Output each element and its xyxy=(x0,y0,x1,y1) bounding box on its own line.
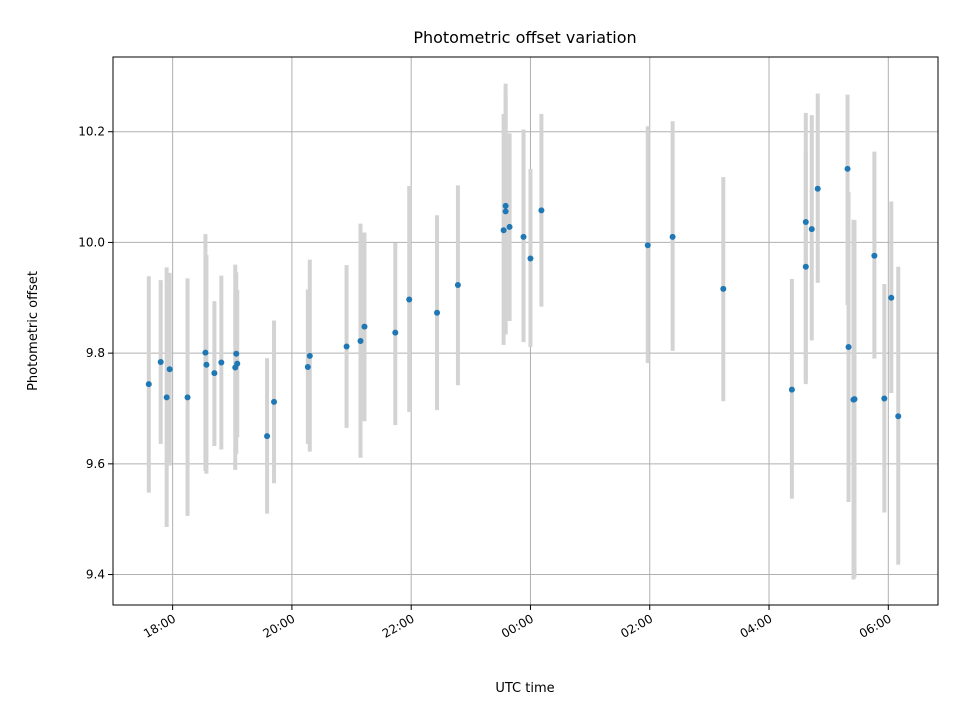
tick-layer: 9.4 9.6 9.8 10.0 10.2 18:00 20:00 22:00 00:00 02:… xyxy=(78,125,894,641)
data-point xyxy=(454,282,461,289)
data-point xyxy=(163,394,170,401)
y-tick-label: 9.6 xyxy=(86,457,105,471)
data-point xyxy=(218,359,225,366)
data-point xyxy=(343,343,350,350)
data-point xyxy=(234,360,241,367)
data-point xyxy=(166,366,173,373)
data-point xyxy=(502,202,509,209)
point-layer xyxy=(145,165,902,440)
data-point xyxy=(814,185,821,192)
data-point xyxy=(406,296,413,303)
data-point xyxy=(669,233,676,240)
data-point xyxy=(392,329,399,336)
data-point xyxy=(304,363,311,370)
x-tick-label: 20:00 xyxy=(260,611,297,640)
data-point xyxy=(888,294,895,301)
chart-title: Photometric offset variation xyxy=(413,28,636,47)
data-point xyxy=(306,352,313,359)
data-point xyxy=(157,358,164,365)
data-point xyxy=(808,226,815,233)
data-point xyxy=(871,252,878,259)
data-point xyxy=(720,285,727,292)
data-point xyxy=(500,227,507,234)
errorbar-layer xyxy=(146,83,901,580)
data-point xyxy=(271,398,278,405)
data-point xyxy=(502,208,509,215)
data-point xyxy=(202,349,209,356)
data-point xyxy=(145,381,152,388)
y-axis-label: Photometric offset xyxy=(26,271,41,391)
data-point xyxy=(538,207,545,214)
data-point xyxy=(895,413,902,420)
y-tick-label: 9.8 xyxy=(86,346,105,360)
data-point xyxy=(844,165,851,172)
data-point xyxy=(520,233,527,240)
data-point xyxy=(788,386,795,393)
data-point xyxy=(357,337,364,344)
data-point xyxy=(802,263,809,270)
x-tick-label: 22:00 xyxy=(380,611,417,640)
data-point xyxy=(233,350,240,357)
x-tick-label: 06:00 xyxy=(857,611,894,640)
data-point xyxy=(264,433,271,440)
data-point xyxy=(527,255,534,262)
data-point xyxy=(184,394,191,401)
data-point xyxy=(644,242,651,249)
x-tick-label: 00:00 xyxy=(499,611,536,640)
data-point xyxy=(211,370,218,377)
data-point xyxy=(881,395,888,402)
data-point xyxy=(851,396,858,403)
data-point xyxy=(203,361,210,368)
y-tick-label: 10.2 xyxy=(78,125,105,139)
x-tick-label: 04:00 xyxy=(738,611,775,640)
x-axis-label: UTC time xyxy=(495,681,554,696)
y-tick-label: 9.4 xyxy=(86,568,105,582)
data-point xyxy=(802,218,809,225)
data-point xyxy=(361,323,368,330)
data-point xyxy=(845,344,852,351)
y-tick-label: 10.0 xyxy=(78,235,105,249)
plot-frame xyxy=(112,56,939,606)
x-tick-label: 02:00 xyxy=(618,611,655,640)
x-tick-label: 18:00 xyxy=(141,611,178,640)
data-point xyxy=(506,223,513,230)
data-point xyxy=(434,309,441,316)
